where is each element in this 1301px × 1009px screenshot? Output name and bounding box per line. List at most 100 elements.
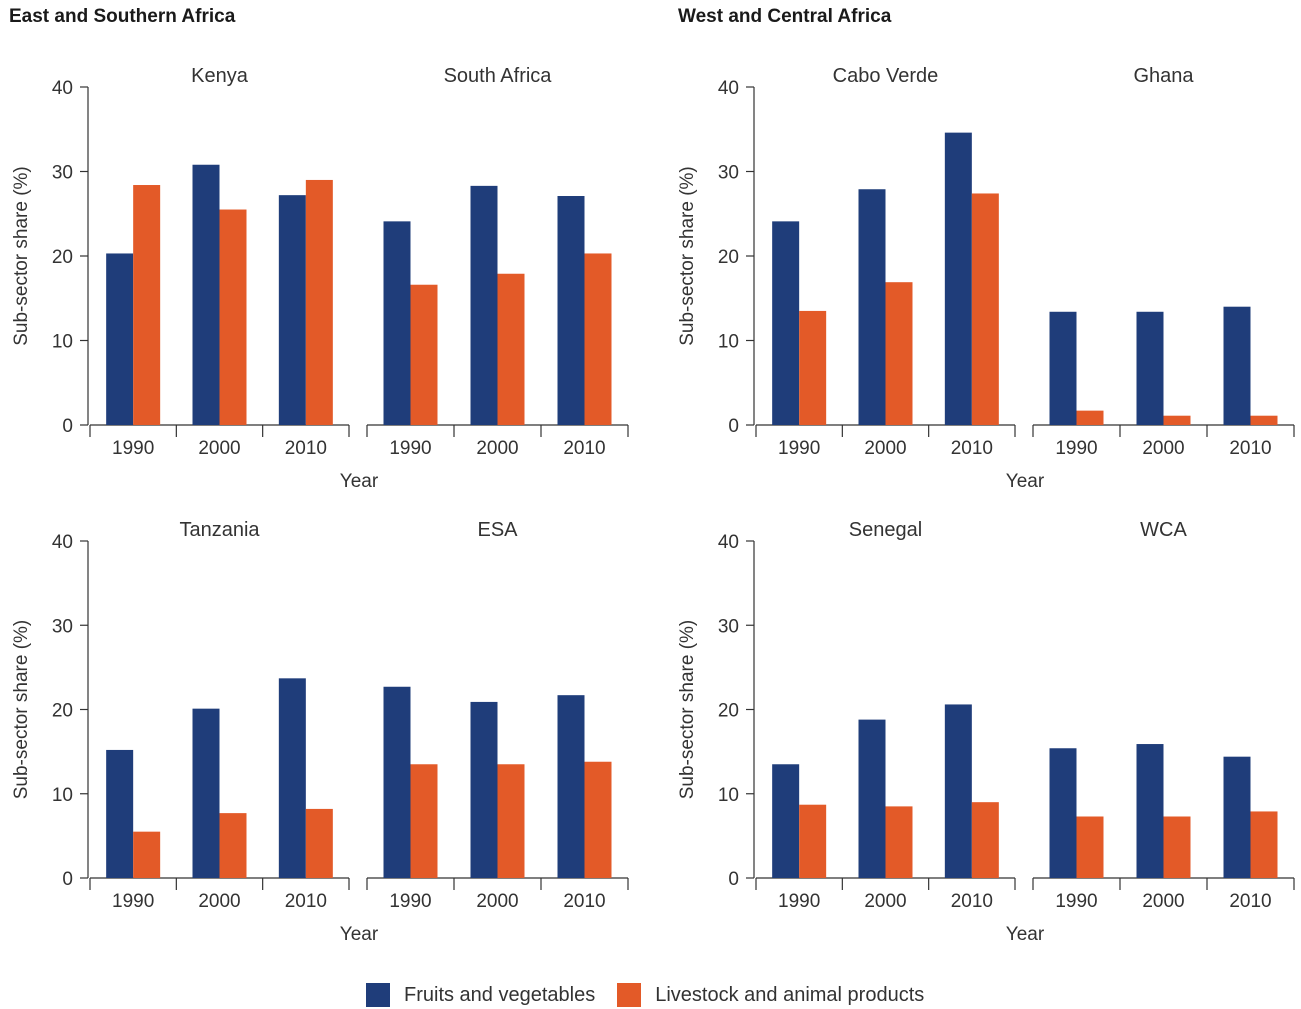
x-tick-label: 1990 xyxy=(1055,891,1097,912)
bar-tanzania-2000-livestock xyxy=(219,813,247,878)
x-tick-label: 2000 xyxy=(864,438,906,459)
panel-title: Tanzania xyxy=(179,519,260,541)
x-axis-label: Year xyxy=(340,471,379,492)
x-tick-label: 2010 xyxy=(563,438,605,459)
bar-south-africa-2000-livestock xyxy=(497,273,525,425)
x-tick-label: 1990 xyxy=(112,438,154,459)
x-tick-label: 2010 xyxy=(563,891,605,912)
bar-senegal-2000-livestock xyxy=(885,806,913,878)
bar-esa-2010-fruits xyxy=(557,695,585,878)
bar-tanzania-2000-fruits xyxy=(192,708,220,878)
bar-south-africa-1990-livestock xyxy=(410,284,438,425)
bar-esa-1990-fruits xyxy=(383,686,411,878)
legend-label-livestock: Livestock and animal products xyxy=(655,983,925,1006)
x-tick-label: 1990 xyxy=(389,891,431,912)
bar-senegal-1990-fruits xyxy=(772,764,800,878)
x-tick-label: 2010 xyxy=(1229,891,1271,912)
y-tick-label: 10 xyxy=(718,332,739,353)
region-title-west-central: West and Central Africa xyxy=(678,6,892,27)
x-tick-label: 1990 xyxy=(112,891,154,912)
x-tick-label: 2010 xyxy=(1229,438,1271,459)
bar-cabo-verde-2010-fruits xyxy=(944,132,972,425)
bar-esa-2000-livestock xyxy=(497,764,525,878)
x-tick-label: 2010 xyxy=(285,891,327,912)
bar-ghana-2010-livestock xyxy=(1250,415,1278,425)
bar-tanzania-1990-livestock xyxy=(133,831,161,878)
y-axis-label: Sub-sector share (%) xyxy=(677,166,698,346)
bar-ghana-2010-fruits xyxy=(1223,306,1251,425)
y-axis-label: Sub-sector share (%) xyxy=(11,166,32,346)
y-tick-label: 30 xyxy=(718,163,739,184)
y-tick-label: 0 xyxy=(62,869,73,890)
x-tick-label: 1990 xyxy=(778,891,820,912)
bar-wca-2010-livestock xyxy=(1250,811,1278,878)
bar-cabo-verde-1990-livestock xyxy=(799,310,827,425)
panel-title: ESA xyxy=(477,519,518,541)
bar-kenya-1990-livestock xyxy=(133,185,161,425)
bar-ghana-2000-fruits xyxy=(1136,311,1164,425)
x-tick-label: 2010 xyxy=(951,438,993,459)
y-tick-label: 30 xyxy=(52,163,73,184)
bar-south-africa-1990-fruits xyxy=(383,221,411,425)
bar-south-africa-2010-fruits xyxy=(557,196,585,425)
bar-tanzania-1990-fruits xyxy=(106,749,134,878)
y-axis-label: Sub-sector share (%) xyxy=(11,620,32,800)
panel-title: Ghana xyxy=(1133,65,1194,87)
x-axis-label: Year xyxy=(1006,924,1045,945)
y-tick-label: 0 xyxy=(728,869,739,890)
x-tick-label: 1990 xyxy=(1055,438,1097,459)
y-tick-label: 0 xyxy=(728,416,739,437)
y-tick-label: 10 xyxy=(52,785,73,806)
x-tick-label: 2000 xyxy=(198,891,240,912)
x-tick-label: 2010 xyxy=(285,438,327,459)
x-tick-label: 1990 xyxy=(389,438,431,459)
bar-kenya-1990-fruits xyxy=(106,253,134,425)
bar-south-africa-2010-livestock xyxy=(584,253,612,425)
bar-tanzania-2010-fruits xyxy=(278,678,306,878)
y-tick-label: 40 xyxy=(718,532,739,553)
bar-wca-2010-fruits xyxy=(1223,756,1251,878)
bar-south-africa-2000-fruits xyxy=(470,185,498,425)
y-tick-label: 20 xyxy=(52,701,73,722)
bar-esa-2000-fruits xyxy=(470,701,498,878)
bar-cabo-verde-2000-livestock xyxy=(885,282,913,425)
y-tick-label: 10 xyxy=(718,785,739,806)
y-tick-label: 10 xyxy=(52,332,73,353)
x-tick-label: 1990 xyxy=(778,438,820,459)
y-tick-label: 0 xyxy=(62,416,73,437)
panel-title: Kenya xyxy=(191,65,249,87)
y-tick-label: 30 xyxy=(52,616,73,637)
panel-title: Cabo Verde xyxy=(833,65,939,87)
chart-block-0: 0 10 20 30 40 Sub-sector share (%) Kenya 1990 20… xyxy=(11,65,629,492)
bar-esa-1990-livestock xyxy=(410,764,438,878)
panel-title: Senegal xyxy=(849,519,922,541)
chart-block-2: 0 10 20 30 40 Sub-sector share (%) Tanzania 199… xyxy=(11,519,629,945)
y-tick-label: 20 xyxy=(718,247,739,268)
bar-esa-2010-livestock xyxy=(584,761,612,878)
bar-tanzania-2010-livestock xyxy=(305,808,333,878)
x-tick-label: 2000 xyxy=(476,438,518,459)
chart-block-3: 0 10 20 30 40 Sub-sector share (%) Senegal 1990… xyxy=(677,519,1295,945)
y-tick-label: 40 xyxy=(52,78,73,99)
bar-ghana-1990-livestock xyxy=(1076,410,1104,425)
region-title-east-southern: East and Southern Africa xyxy=(9,6,236,27)
bar-ghana-2000-livestock xyxy=(1163,415,1191,425)
panel-title: South Africa xyxy=(444,65,553,87)
bar-senegal-2000-fruits xyxy=(858,719,886,878)
x-tick-label: 2000 xyxy=(1142,438,1184,459)
legend-swatch-livestock xyxy=(617,983,642,1007)
legend-item-fruits: Fruits and vegetables xyxy=(366,983,595,1007)
legend-item-livestock: Livestock and animal products xyxy=(617,983,924,1007)
bar-kenya-2010-fruits xyxy=(278,195,306,425)
x-axis-label: Year xyxy=(340,924,379,945)
bar-senegal-2010-fruits xyxy=(944,704,972,878)
bar-ghana-1990-fruits xyxy=(1049,311,1077,425)
bar-cabo-verde-1990-fruits xyxy=(772,221,800,425)
bar-wca-1990-livestock xyxy=(1076,816,1104,878)
legend-swatch-fruits xyxy=(366,983,390,1007)
bar-senegal-2010-livestock xyxy=(971,802,999,878)
y-tick-label: 40 xyxy=(52,532,73,553)
bar-cabo-verde-2010-livestock xyxy=(971,193,999,425)
